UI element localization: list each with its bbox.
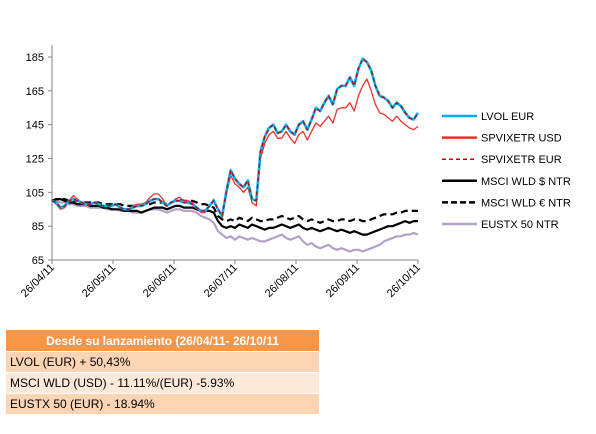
summary-row-lvol: LVOL (EUR) + 50,43%: [6, 351, 319, 373]
y-tick-label: 65: [32, 255, 44, 267]
series-line-2: [51, 58, 419, 217]
summary-row: MSCI WLD (USD) - 11.11%/(EUR) -5.93%: [6, 372, 319, 394]
summary-row: EUSTX 50 (EUR) - 18.94%: [6, 393, 319, 414]
legend-label: LVOL EUR: [481, 111, 534, 123]
x-tick-label: 26/06/11: [141, 262, 179, 300]
legend-label: MSCI WLD € NTR: [481, 197, 571, 209]
x-tick-label: 26/04/11: [19, 262, 57, 300]
y-tick-label: 165: [26, 86, 44, 98]
series-line-3: [51, 198, 418, 236]
summary-row-eustx: EUSTX 50 (EUR) - 18.94%: [6, 393, 319, 414]
summary-header: Desde su lanzamiento (26/04/11- 26/10/11: [6, 330, 319, 352]
y-tick-label: 125: [26, 154, 44, 166]
legend-label: MSCI WLD $ NTR: [481, 176, 571, 188]
legend-label: EUSTX 50 NTR: [481, 219, 559, 231]
line-chart: 65 85 105 125 145 165 185 26/04/11 26/05/11 26/06…: [19, 45, 571, 300]
y-tick-label: 85: [32, 221, 44, 233]
series-line-0: [51, 57, 420, 218]
y-tick-label: 145: [26, 120, 44, 132]
legend-label: SPVIXETR USD: [481, 133, 562, 145]
summary-header-row: Desde su lanzamiento (26/04/11- 26/10/11: [6, 330, 319, 352]
x-tick-label: 26/09/11: [324, 262, 362, 300]
x-tick-label: 26/07/11: [202, 262, 240, 300]
series-line-1: [51, 78, 419, 219]
legend-label: SPVIXETR EUR: [481, 154, 562, 166]
y-tick-label: 185: [26, 52, 44, 64]
y-tick-label: 105: [26, 187, 44, 199]
x-tick-label: 26/05/11: [80, 262, 118, 300]
summary-table: Desde su lanzamiento (26/04/11- 26/10/11…: [6, 330, 319, 414]
x-tick-label: 26/08/11: [263, 262, 301, 300]
chart-area: 65 85 105 125 145 165 185 26/04/11 26/05/11 26/06…: [19, 45, 571, 300]
summary-row: LVOL (EUR) + 50,43%: [6, 351, 319, 373]
x-tick-label: 26/10/11: [385, 262, 423, 300]
summary-row-msci: MSCI WLD (USD) - 11.11%/(EUR) -5.93%: [6, 372, 319, 394]
series-line-4: [51, 198, 418, 224]
